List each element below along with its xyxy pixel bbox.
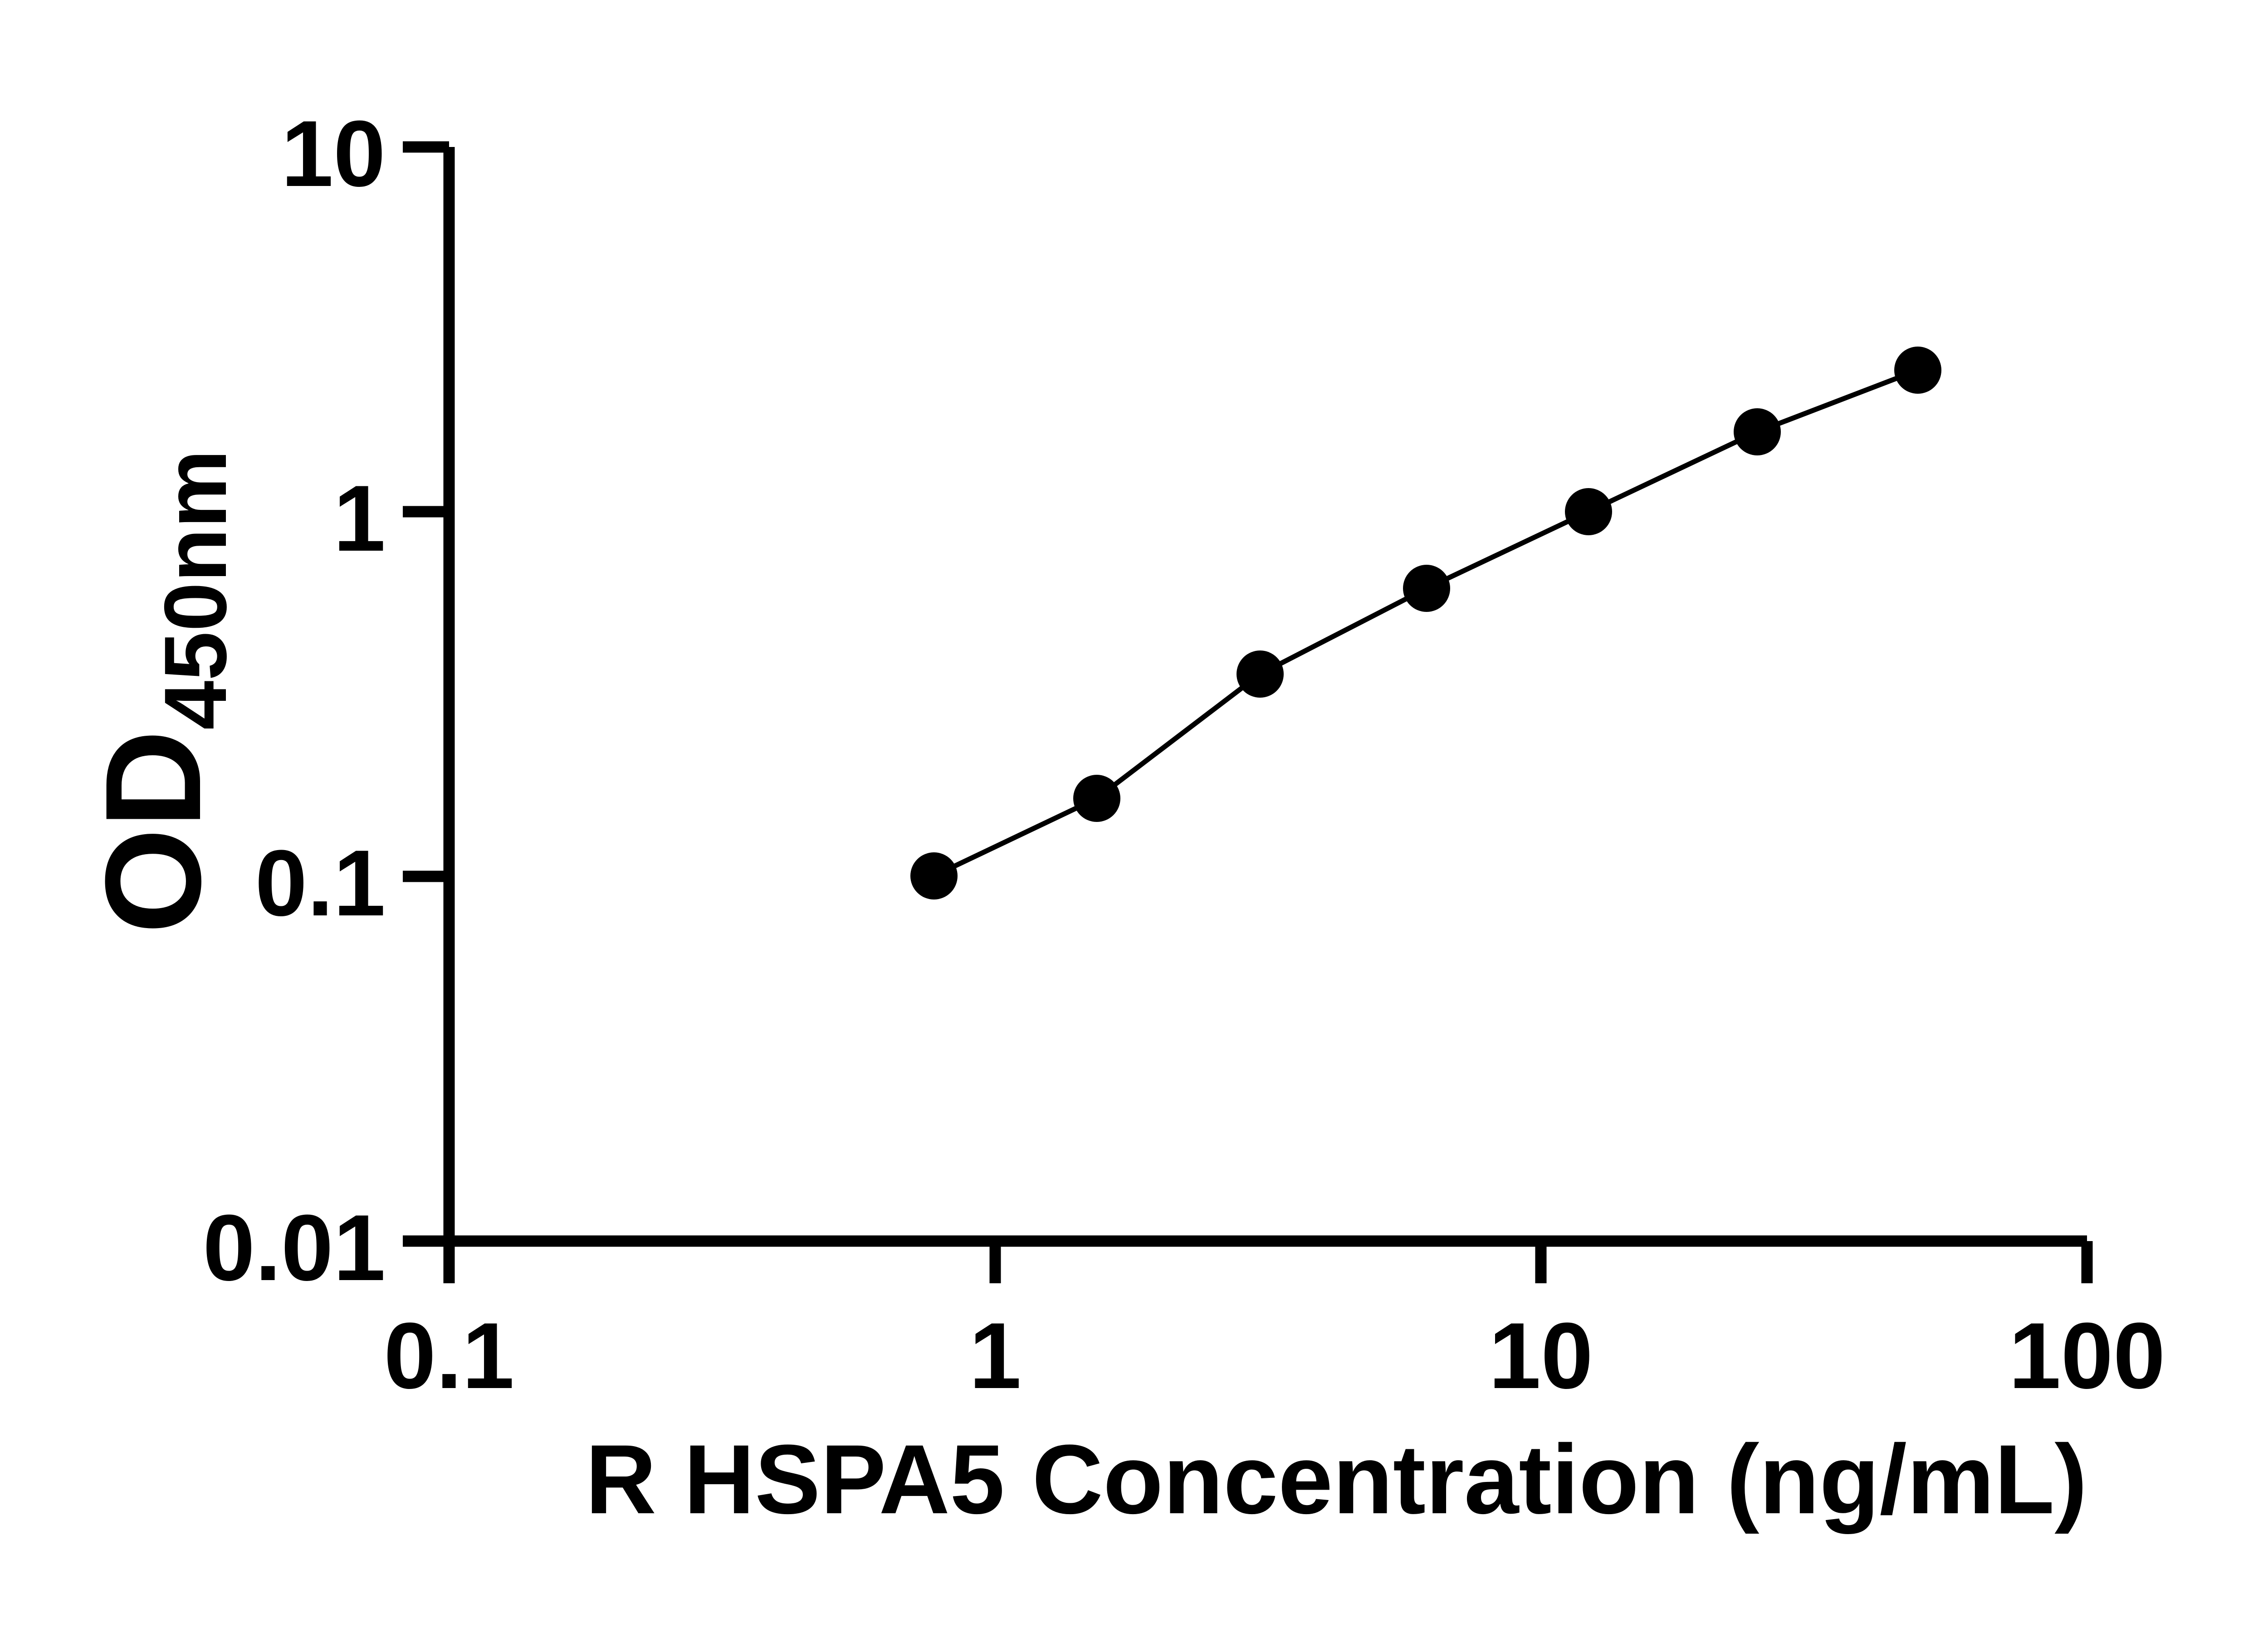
svg-text:10: 10 [281,101,386,206]
svg-text:10: 10 [1489,1303,1593,1408]
svg-text:0.1: 0.1 [255,831,386,935]
svg-text:1: 1 [333,466,386,571]
svg-text:0.01: 0.01 [203,1195,386,1300]
svg-text:R HSPA5 Concentration (ng/mL): R HSPA5 Concentration (ng/mL) [585,1424,2087,1534]
svg-text:0.1: 0.1 [384,1303,514,1408]
svg-text:100: 100 [2009,1303,2165,1408]
svg-text:1: 1 [969,1303,1021,1408]
